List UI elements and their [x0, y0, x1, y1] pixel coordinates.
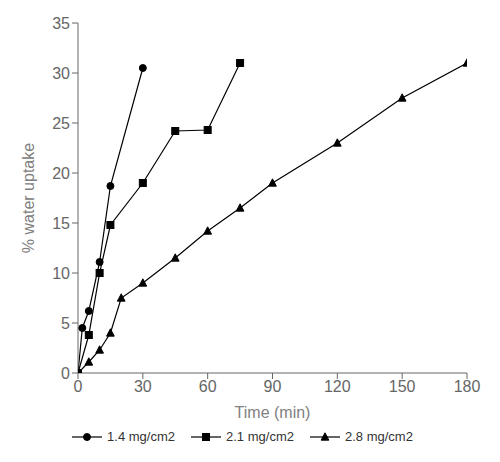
html-text:2.8 mg/cm2: 2.8 mg/cm2 [345, 429, 413, 444]
svg-text:180: 180 [454, 378, 481, 395]
svg-text:0: 0 [61, 365, 70, 382]
svg-text:15: 15 [52, 215, 70, 232]
svg-text:60: 60 [199, 378, 217, 395]
html-text:1.4 mg/cm2: 1.4 mg/cm2 [107, 429, 175, 444]
svg-text:150: 150 [389, 378, 416, 395]
svg-text:35: 35 [52, 15, 70, 32]
svg-text:20: 20 [52, 165, 70, 182]
svg-text:Time (min): Time (min) [235, 404, 311, 421]
svg-text:90: 90 [264, 378, 282, 395]
svg-text:% water uptake: % water uptake [20, 143, 37, 253]
html-text:2.1 mg/cm2: 2.1 mg/cm2 [226, 429, 294, 444]
svg-text:25: 25 [52, 115, 70, 132]
svg-text:10: 10 [52, 265, 70, 282]
svg-text:5: 5 [61, 315, 70, 332]
svg-text:30: 30 [52, 65, 70, 82]
svg-text:120: 120 [324, 378, 351, 395]
svg-text:30: 30 [134, 378, 152, 395]
svg-text:0: 0 [74, 378, 83, 395]
